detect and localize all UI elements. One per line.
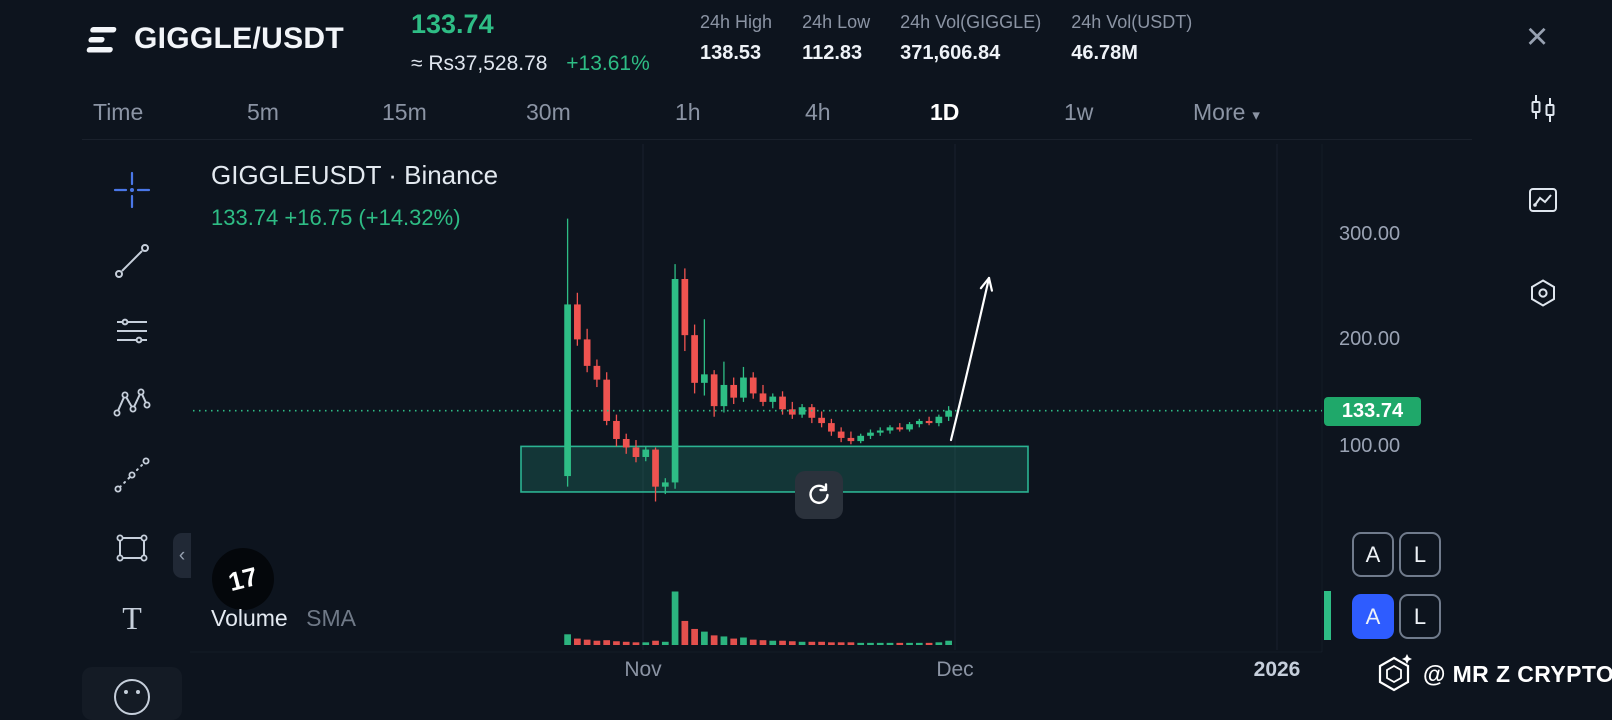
- refresh-icon: [809, 483, 829, 504]
- x-axis-label-2026: 2026: [1253, 658, 1301, 681]
- sma-label[interactable]: SMA: [306, 605, 356, 631]
- tab-1d[interactable]: 1D: [930, 99, 960, 125]
- crosshair-tool[interactable]: [112, 170, 152, 210]
- stat-24h-vol-quote: 24h Vol(USDT) 46.78M: [1071, 12, 1193, 64]
- last-price: 133.74: [411, 9, 494, 39]
- price-secondary-line: ≈ Rs37,528.78 +13.61%: [411, 52, 650, 76]
- price-axis-tag: 133.74: [1324, 397, 1421, 426]
- trend-line-tool[interactable]: [112, 241, 152, 281]
- reload-chart-button[interactable]: [795, 471, 843, 519]
- watermark-hexagon-icon: [1378, 654, 1412, 692]
- hexagon-target-icon[interactable]: [1528, 278, 1558, 308]
- exchange-logo-icon[interactable]: [82, 20, 122, 65]
- stat-24h-vol-base: 24h Vol(GIGGLE) 371,606.84: [900, 12, 1042, 64]
- price-scale-auto-button[interactable]: A: [1352, 532, 1394, 577]
- fiat-approx: ≈ Rs37,528.78: [411, 52, 548, 75]
- volume-scale-log-button[interactable]: L: [1399, 594, 1441, 639]
- tab-15m[interactable]: 15m: [382, 99, 427, 125]
- trend-arrow-drawing[interactable]: [949, 276, 991, 442]
- x-axis-label-dec: Dec: [936, 658, 974, 681]
- polyline-points-tool[interactable]: [112, 455, 152, 495]
- pair-title: GIGGLE/USDT: [134, 22, 344, 55]
- volume-indicator-legend[interactable]: Volume SMA: [211, 605, 356, 632]
- tab-1w[interactable]: 1w: [1064, 99, 1094, 125]
- horizontal-lines-tool[interactable]: [112, 311, 152, 351]
- caret-down-icon: ▾: [1252, 107, 1260, 124]
- change-percent: +13.61%: [566, 52, 650, 75]
- volume-scale-auto-button[interactable]: A: [1352, 594, 1394, 639]
- x-axis-label-nov: Nov: [624, 658, 662, 681]
- rectangle-tool[interactable]: [112, 528, 152, 568]
- market-stats: 24h High 138.53 24h Low 112.83 24h Vol(G…: [700, 12, 1192, 65]
- y-axis-label-200: 200.00: [1339, 328, 1401, 350]
- volume-axis-bar: [1324, 591, 1331, 640]
- indicator-panel-icon[interactable]: [1528, 185, 1558, 215]
- timeframe-tabs: Time 5m 15m 30m 1h 4h 1D 1w More ▾: [82, 87, 1472, 140]
- emoji-tool-highlight: [82, 667, 182, 720]
- close-icon[interactable]: ×: [1526, 16, 1549, 58]
- emoji-tool[interactable]: [112, 671, 152, 715]
- tab-30m[interactable]: 30m: [526, 99, 571, 125]
- watermark-text: @ MR Z CRYPTO: [1423, 660, 1612, 687]
- y-axis-label-100: 100.00: [1339, 435, 1401, 457]
- y-axis-label-300: 300.00: [1339, 223, 1401, 245]
- xabcd-pattern-tool[interactable]: [112, 383, 152, 423]
- chart-ohlc-summary: 133.74 +16.75 (+14.32%): [211, 205, 461, 230]
- stat-24h-low: 24h Low 112.83: [802, 12, 871, 64]
- tab-1h[interactable]: 1h: [675, 99, 701, 125]
- chart-symbol-title[interactable]: GIGGLEUSDT · Binance: [211, 160, 499, 190]
- tab-5m[interactable]: 5m: [247, 99, 279, 125]
- chart-type-icon[interactable]: [1528, 93, 1558, 123]
- tab-time[interactable]: Time: [93, 99, 144, 125]
- toolbar-collapse-handle[interactable]: ‹: [173, 533, 191, 578]
- text-tool[interactable]: T: [112, 598, 152, 638]
- price-scale-log-button[interactable]: L: [1399, 532, 1441, 577]
- svg-text:T: T: [122, 600, 142, 636]
- volume-label[interactable]: Volume: [211, 605, 288, 631]
- stat-24h-high: 24h High 138.53: [700, 12, 773, 64]
- support-zone-drawing[interactable]: [520, 445, 1029, 493]
- tab-4h[interactable]: 4h: [805, 99, 831, 125]
- watermark: @ MR Z CRYPTO: [1374, 653, 1612, 695]
- tab-more[interactable]: More ▾: [1193, 99, 1260, 125]
